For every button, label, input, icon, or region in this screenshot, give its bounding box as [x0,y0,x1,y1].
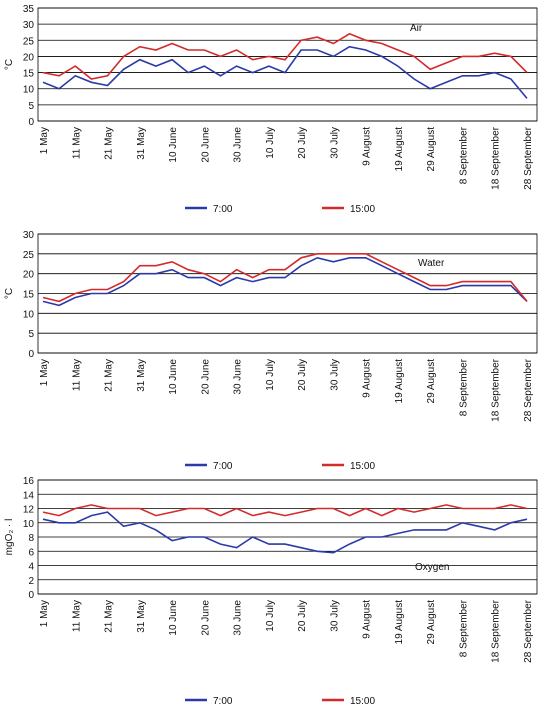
plot-frame [37,233,538,354]
annotation: Water [418,258,445,269]
y-tick-label: 15 [23,69,35,80]
series-line [42,32,528,80]
x-tick-label: 10 June [168,600,179,636]
y-tick-label: 30 [23,20,35,31]
x-tick-label: 19 August [394,600,405,645]
x-tick-label: 8 September [458,599,469,657]
x-tick-label: 31 May [136,600,147,633]
y-tick-label: 30 [23,230,35,241]
x-tick-label: 18 September [491,358,502,421]
x-tick-label: 18 September [491,599,502,662]
legend-label: 15:00 [350,204,375,215]
x-tick-label: 30 July [329,600,340,632]
x-tick-label: 8 September [458,126,469,184]
x-tick-label: 10 July [265,127,276,159]
x-tick-label: 1 May [39,127,50,154]
series-line [42,511,528,554]
x-tick-label: 19 August [394,359,405,404]
x-tick-label: 30 June [233,127,244,163]
y-tick-label: 25 [23,250,35,261]
plot-frame [37,7,538,122]
y-tick-label: 8 [28,533,34,544]
x-tick-label: 10 June [168,127,179,163]
plot-frame [37,479,538,595]
y-tick-label: 25 [23,36,35,47]
legend-label: 15:00 [350,696,375,707]
x-tick-label: 29 August [426,359,437,404]
y-tick-label: 2 [28,576,34,587]
legend-label: 7:00 [213,696,233,707]
x-tick-label: 8 September [458,358,469,416]
legend-label: 7:00 [213,461,233,472]
x-tick-label: 20 June [200,127,211,163]
x-tick-label: 1 May [39,600,50,627]
x-tick-label: 20 July [297,127,308,159]
x-tick-label: 11 May [71,127,82,159]
y-tick-label: 20 [23,270,35,281]
x-tick-label: 30 June [233,359,244,395]
y-tick-label: 5 [28,101,34,112]
x-tick-label: 20 June [200,600,211,636]
series-line [42,504,528,517]
y-tick-label: 12 [23,505,35,516]
x-tick-label: 20 June [200,359,211,395]
x-tick-label: 10 June [168,359,179,395]
x-tick-label: 10 July [265,600,276,632]
x-tick-label: 10 July [265,359,276,391]
x-tick-label: 31 May [136,127,147,160]
y-tick-label: 5 [28,329,34,340]
x-tick-label: 29 August [426,600,437,645]
y-tick-label: 0 [28,590,34,601]
x-tick-label: 20 July [297,359,308,391]
y-axis-label: mgO₂ · l [4,519,15,556]
annotation: Air [410,23,423,34]
y-tick-label: 6 [28,547,34,558]
y-axis-label: °C [4,59,15,70]
x-tick-label: 30 July [329,359,340,391]
y-tick-label: 4 [28,562,34,573]
legend-label: 15:00 [350,461,375,472]
x-tick-label: 28 September [523,126,534,189]
x-tick-label: 1 May [39,359,50,386]
y-tick-label: 14 [23,490,35,501]
x-tick-label: 11 May [71,359,82,391]
x-tick-label: 11 May [71,600,82,632]
series-line [42,256,528,307]
x-tick-label: 18 September [491,126,502,189]
x-tick-label: 21 May [104,359,115,392]
legend-label: 7:00 [213,204,233,215]
x-tick-label: 30 June [233,600,244,636]
y-axis-label: °C [4,288,15,299]
x-tick-label: 21 May [104,600,115,633]
x-tick-label: 30 July [329,127,340,159]
y-tick-label: 15 [23,290,35,301]
x-tick-label: 9 August [362,127,373,166]
x-tick-label: 29 August [426,127,437,172]
y-tick-label: 10 [23,519,35,530]
x-tick-label: 9 August [362,600,373,639]
y-tick-label: 10 [23,85,35,96]
x-tick-label: 19 August [394,127,405,172]
y-tick-label: 16 [23,476,35,487]
y-tick-label: 20 [23,52,35,63]
x-tick-label: 9 August [362,359,373,398]
y-tick-label: 10 [23,309,35,320]
y-tick-label: 35 [23,4,35,15]
y-tick-label: 0 [28,349,34,360]
annotation: Oxygen [415,562,449,573]
series-line [42,253,528,303]
x-tick-label: 31 May [136,359,147,392]
series-line [42,45,528,99]
x-tick-label: 28 September [523,358,534,421]
y-tick-label: 0 [28,117,34,128]
x-tick-label: 20 July [297,600,308,632]
x-tick-label: 28 September [523,599,534,662]
x-tick-label: 21 May [104,127,115,160]
